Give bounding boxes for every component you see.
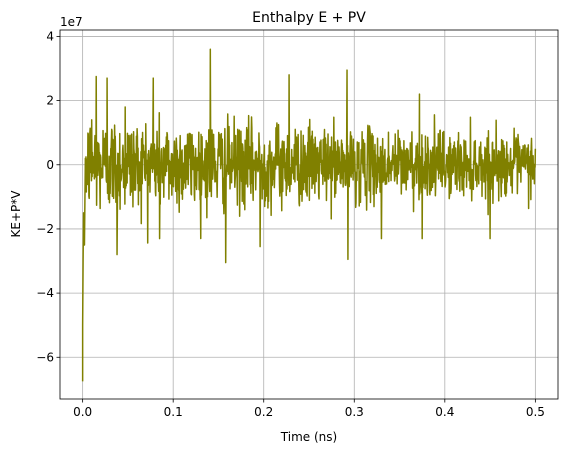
x-axis-label: Time (ns) — [280, 430, 337, 444]
y-axis-label: KE+P*V — [9, 190, 23, 238]
tick-layer: 0.0 0.1 0.2 0.3 0.4 0.5 −6 −4 −2 0 2 4 — [36, 29, 545, 419]
x-tick-label: 0.0 — [73, 405, 92, 419]
x-tick-label: 0.1 — [164, 405, 183, 419]
y-tick-label: 0 — [46, 158, 54, 172]
chart-title: Enthalpy E + PV — [252, 10, 366, 26]
x-tick-label: 0.2 — [254, 405, 273, 419]
series-line — [81, 48, 537, 382]
x-tick-label: 0.4 — [435, 405, 454, 419]
y-tick-label: −4 — [36, 286, 54, 300]
plot-frame — [59, 29, 559, 400]
x-tick-label: 0.5 — [526, 405, 545, 419]
y-tick-label: −6 — [36, 350, 54, 364]
y-tick-label: −2 — [36, 222, 54, 236]
x-tick-label: 0.3 — [345, 405, 364, 419]
y-tick-label: 4 — [46, 29, 54, 43]
y-tick-label: 2 — [46, 94, 54, 108]
y-offset-label: 1e7 — [60, 15, 83, 29]
series-layer — [81, 48, 537, 382]
